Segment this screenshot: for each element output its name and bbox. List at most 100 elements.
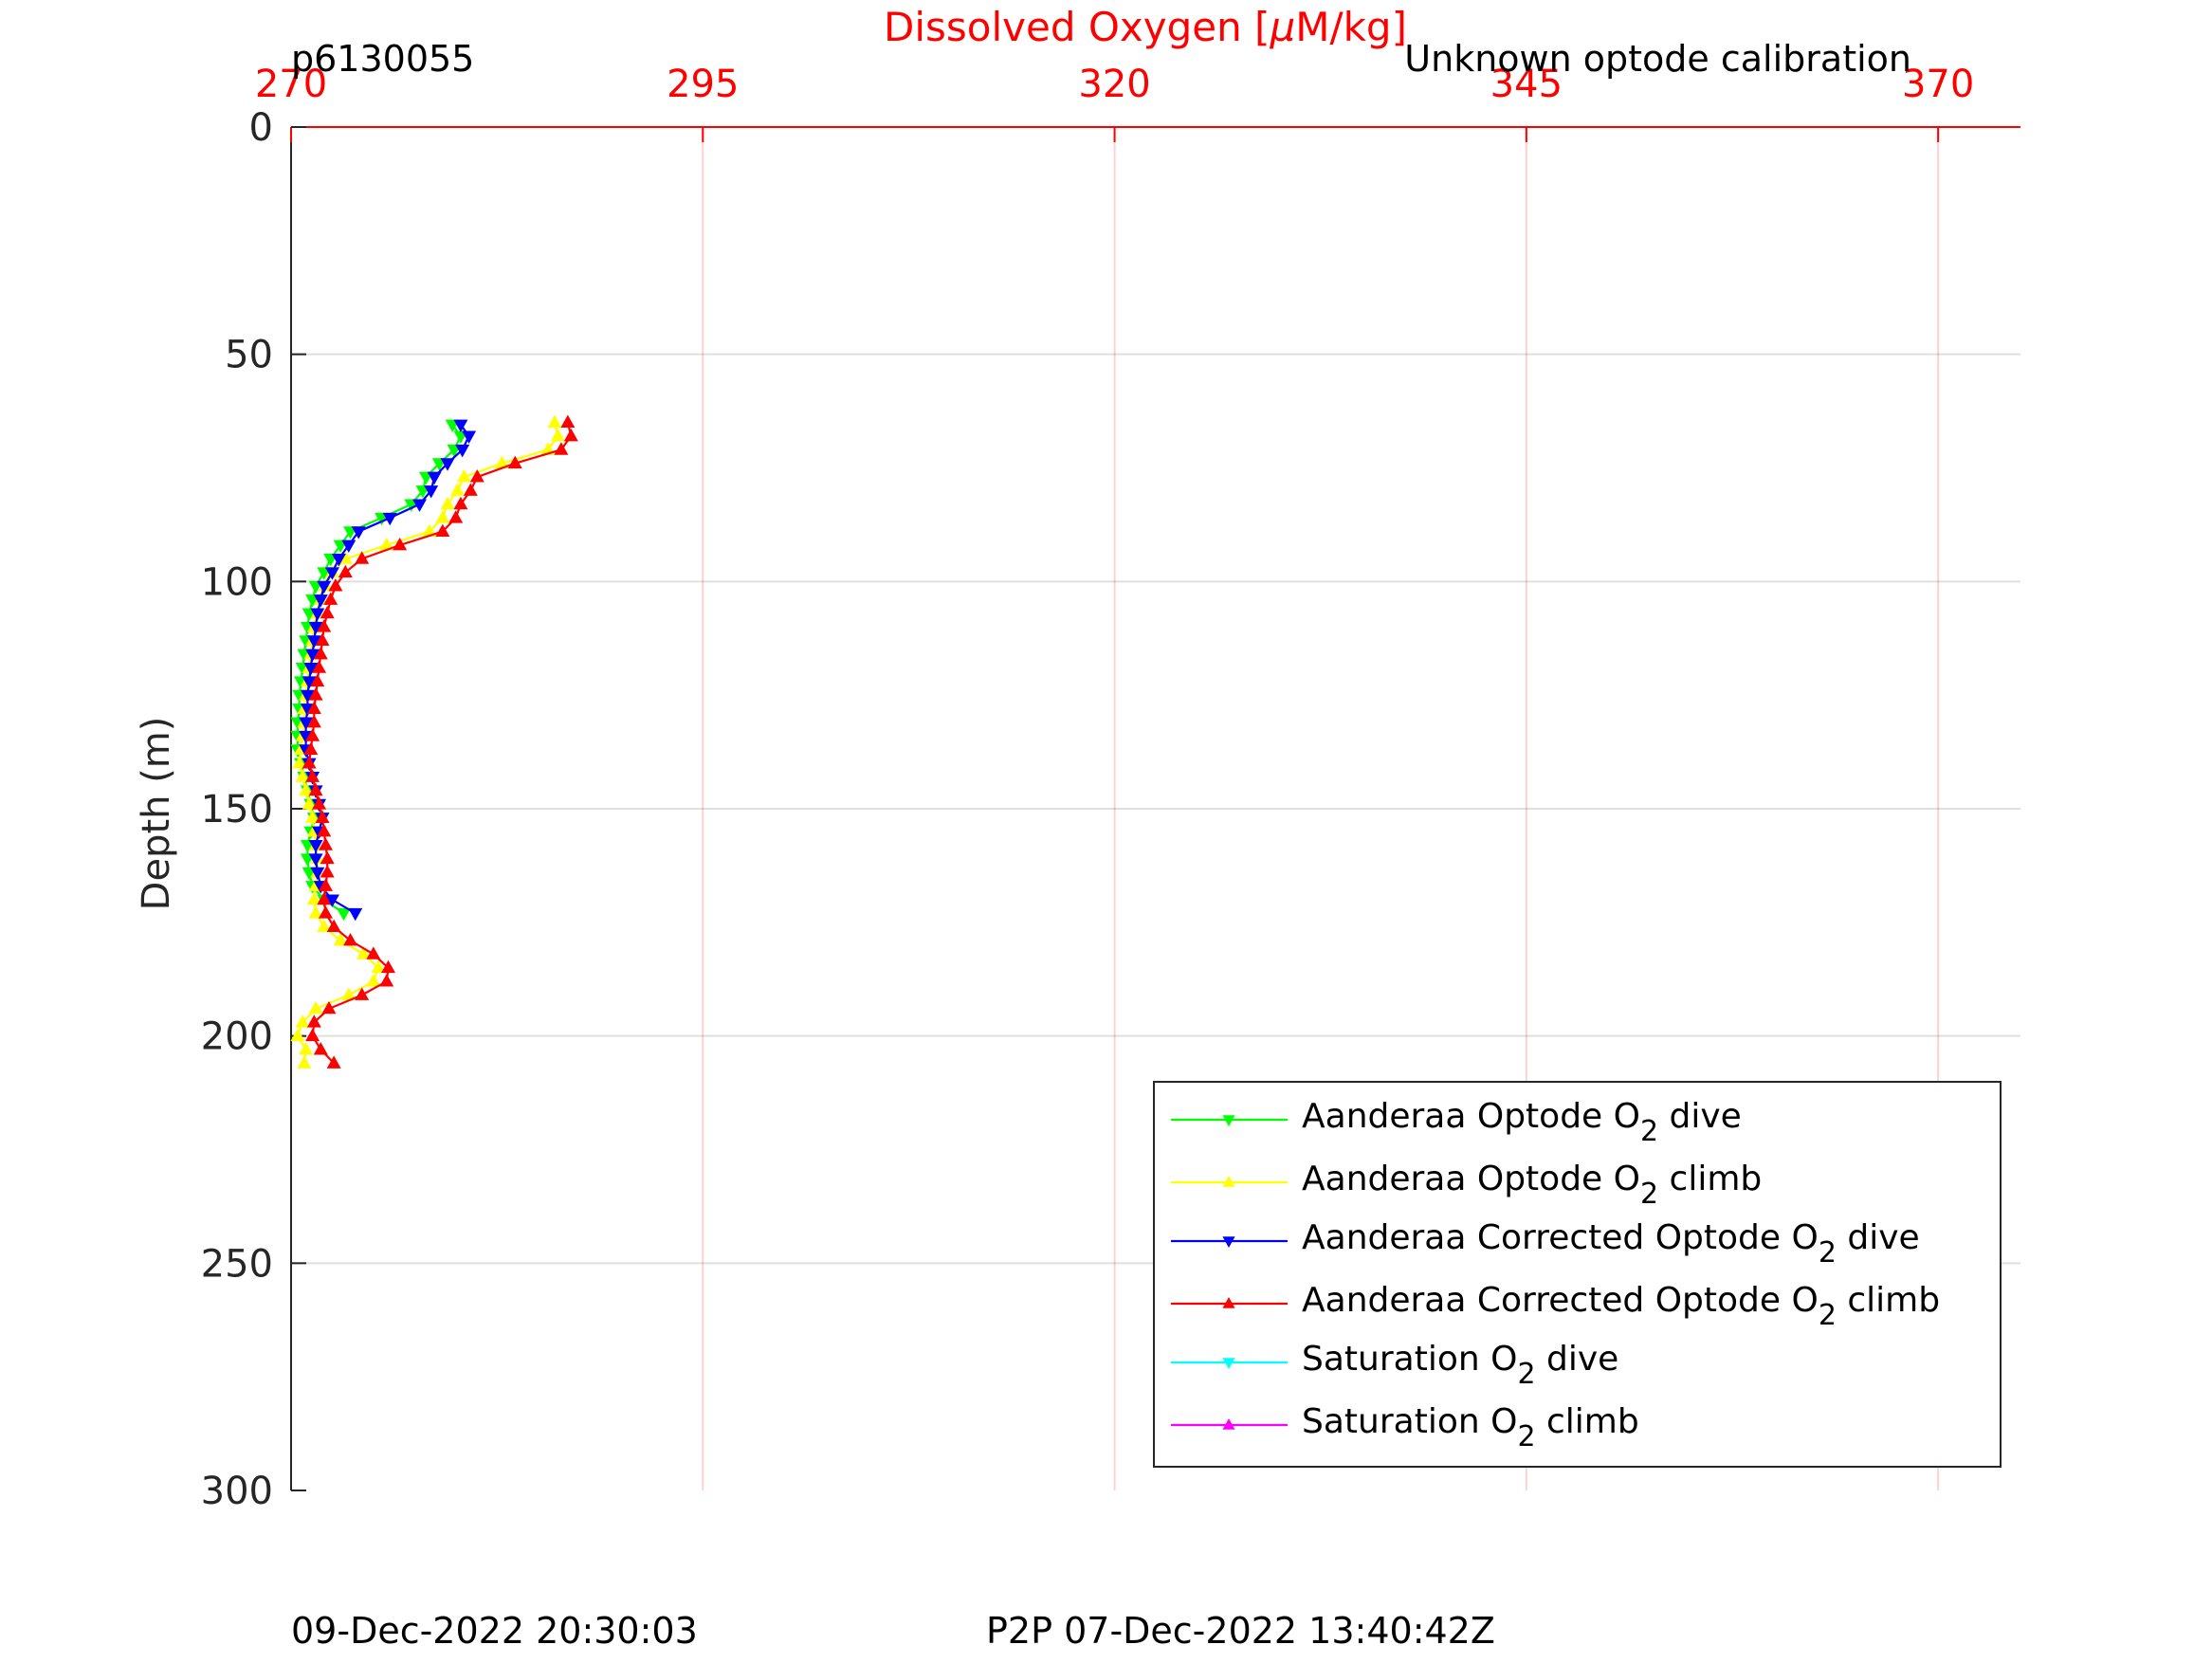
data-point [317,891,332,905]
data-point [440,458,455,471]
data-point [348,907,363,922]
data-point [318,837,333,850]
legend-entry-3: Aanderaa Corrected Optode O2 dive [1171,1218,1920,1270]
x-tick-label: 270 [255,63,327,106]
data-point [343,932,358,946]
x-tick-label: 320 [1078,63,1150,106]
legend-entry-6: Saturation O2 climb [1171,1402,1639,1453]
data-point [308,839,323,853]
legend-marker [1222,1175,1235,1187]
title-suffix: M/kg] [1295,4,1407,50]
data-point [449,483,465,496]
legend-label: Saturation O2 dive [1302,1340,1618,1391]
legend-label: Aanderaa Optode O2 dive [1302,1097,1742,1148]
legend-entry-4: Aanderaa Corrected Optode O2 climb [1171,1281,1940,1332]
data-point [308,853,323,867]
y-tick-label: 150 [201,788,273,832]
data-point [355,551,370,564]
data-point [324,567,339,580]
data-point [356,946,371,959]
data-point [299,782,314,796]
data-point [366,946,381,959]
data-point [320,605,335,619]
data-point [554,442,569,455]
title-prefix: Dissolved Oxygen [ [884,4,1270,50]
y-tick-label: 200 [201,1015,273,1059]
data-point [305,769,320,782]
data-point [313,1042,328,1055]
data-point [317,919,332,933]
data-point [435,510,450,523]
data-point [333,932,348,946]
data-point [448,510,464,523]
data-point [440,496,455,510]
data-point [320,865,335,878]
data-point [338,564,353,578]
data-point [297,1055,312,1069]
y-axis-label: Depth (m) [135,717,178,911]
data-point [300,689,315,704]
legend-label: Saturation O2 climb [1302,1402,1639,1453]
data-point [371,959,386,974]
data-point [321,1000,337,1014]
data-point [310,673,325,687]
data-point [305,649,320,663]
data-point [427,471,442,485]
data-point [305,1028,320,1042]
footer-timestamp: 09-Dec-2022 20:30:03 [291,1610,698,1652]
data-point [424,485,439,499]
data-point [295,769,310,782]
data-point [306,714,321,728]
data-point [435,523,450,538]
data-point [290,1028,305,1042]
data-point [380,959,395,974]
data-point [351,526,366,539]
data-point [317,619,332,632]
data-point [331,553,346,567]
legend-label: Aanderaa Optode O2 climb [1302,1160,1762,1211]
data-point [469,469,484,483]
data-point [453,496,468,510]
legend-marker [1222,1115,1235,1127]
data-point [306,635,321,649]
x-tick-label: 295 [667,63,739,106]
data-point [393,537,408,551]
data-point [318,905,333,919]
data-point [366,974,381,987]
y-tick-label: 250 [201,1242,273,1286]
data-point [453,419,468,432]
data-point [315,632,330,647]
data-point [455,444,470,458]
data-point [563,428,578,442]
data-point [310,608,325,621]
data-point [308,782,323,796]
data-point [299,717,314,730]
legend-entry-1: Aanderaa Optode O2 dive [1171,1097,1742,1148]
data-point [303,741,319,756]
data-point [355,987,370,1000]
data-point [313,647,328,660]
data-point [326,919,341,933]
data-point [308,905,323,919]
data-point [303,663,319,676]
data-point [299,1042,314,1055]
x-tick-label: 345 [1490,63,1563,106]
y-tick-label: 300 [201,1470,273,1513]
data-point [302,796,317,810]
tick-labels: 270 295 320 345 370 0 50 100 150 200 250 300 [201,63,1975,1513]
data-point [306,891,321,905]
data-point [550,428,565,442]
data-point [337,907,352,922]
data-point [324,894,339,907]
y-tick-label: 0 [249,106,273,150]
footer-p2p-timestamp: P2P 07-Dec-2022 13:40:42Z [986,1610,1495,1652]
data-point [382,512,397,526]
data-series [290,414,578,1069]
data-point [320,850,335,865]
legend: Aanderaa Optode O2 dive Aanderaa Optode O… [1153,1081,2002,1468]
legend-entry-2: Aanderaa Optode O2 climb [1171,1160,1762,1211]
data-point [313,594,328,608]
data-point [507,455,522,469]
grid-lines [291,127,2020,1490]
